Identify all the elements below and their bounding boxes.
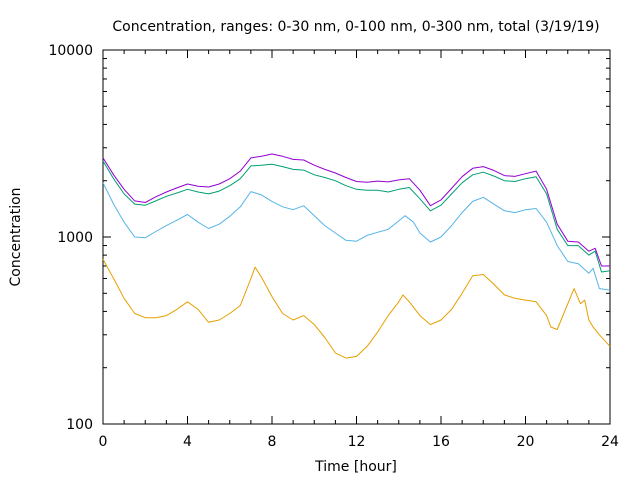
y-tick-label: 1000 [57, 230, 93, 246]
plot-border [102, 49, 611, 425]
x-tick-label: 24 [601, 434, 619, 450]
series-line-2 [102, 182, 611, 291]
series-line-3 [102, 160, 611, 273]
x-tick-label: 0 [99, 434, 108, 450]
x-axis-label: Time [hour] [314, 459, 397, 475]
y-tick-label: 100 [66, 417, 93, 433]
series-layer [102, 153, 611, 359]
plot-frame [102, 49, 611, 425]
x-tick-label: 16 [432, 434, 450, 450]
x-tick-label: 8 [268, 434, 277, 450]
series-line-1 [102, 259, 611, 359]
x-tick-label: 20 [517, 434, 535, 450]
chart-title: Concentration, ranges: 0-30 nm, 0-100 nm… [112, 19, 599, 35]
y-tick-label: 10000 [48, 43, 93, 59]
series-line-4 [102, 153, 610, 267]
x-tick-label: 4 [183, 434, 192, 450]
x-axis: 0 4 8 12 16 20 24 [99, 50, 619, 450]
x-tick-label: 12 [348, 434, 366, 450]
y-axis: 100 1000 10000 [48, 43, 610, 433]
y-axis-label: Concentration [8, 187, 24, 286]
